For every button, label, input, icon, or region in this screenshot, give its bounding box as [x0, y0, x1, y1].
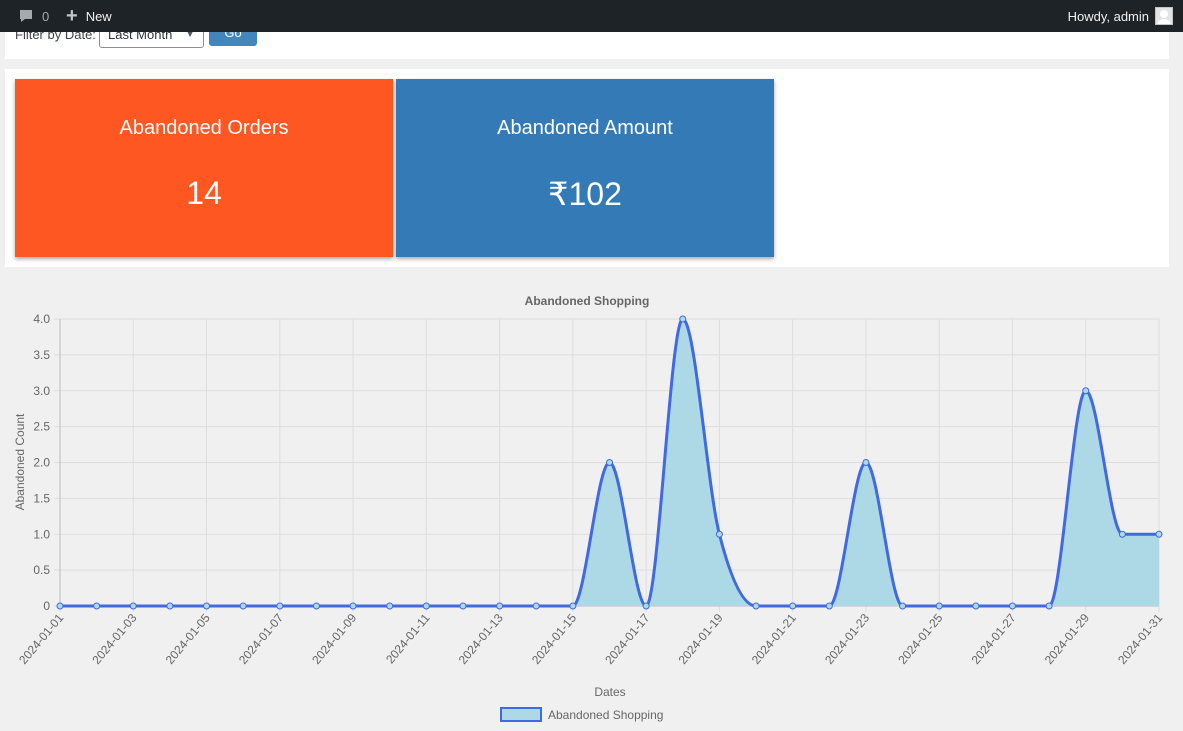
abandoned-orders-value: 14: [186, 175, 222, 211]
y-tick-label: 3.5: [33, 348, 50, 362]
data-point: [752, 602, 760, 610]
x-tick-label: 2024-01-09: [309, 611, 359, 667]
data-point: [422, 602, 430, 610]
data-point: [1155, 530, 1163, 538]
data-point: [239, 602, 247, 610]
data-point: [1082, 387, 1090, 395]
data-point: [862, 459, 870, 466]
x-tick-label: 2024-01-25: [895, 611, 945, 667]
y-tick-label: 2.0: [33, 456, 50, 470]
chevron-down-icon: ▼: [185, 28, 195, 40]
chart-svg: 0 0.5 1.0 1.5 2.0 2.5 3.0 3.5 4.0 2024-01-01 2024-…: [13, 294, 1166, 722]
y-tick-label: 2.5: [33, 420, 50, 434]
y-tick-label: 1.0: [33, 527, 50, 541]
abandoned-amount-title: Abandoned Amount: [497, 117, 673, 139]
x-tick-label: 2024-01-21: [749, 611, 799, 667]
data-point: [203, 602, 211, 610]
data-point: [789, 602, 797, 610]
y-tick-label: 3.0: [33, 384, 50, 398]
data-point: [972, 602, 980, 610]
data-point: [93, 602, 101, 610]
x-tick-label: 2024-01-17: [602, 611, 652, 667]
data-point: [312, 602, 320, 610]
data-point: [129, 602, 137, 610]
data-point: [569, 602, 577, 610]
data-point: [386, 602, 394, 610]
data-point: [1045, 602, 1053, 610]
new-label: New: [85, 8, 112, 24]
chart-title: Abandoned Shopping: [525, 294, 650, 308]
x-tick-label: 2024-01-05: [163, 611, 213, 667]
avatar-icon: [1155, 7, 1173, 25]
y-tick-label: 0: [43, 599, 50, 613]
data-point: [679, 315, 687, 323]
admin-bar: 0 + New Howdy, admin: [0, 0, 1183, 32]
data-point: [606, 459, 613, 466]
abandoned-amount-value: ₹102: [548, 176, 622, 212]
y-tick-label: 0.5: [33, 563, 50, 577]
x-tick-label: 2024-01-23: [822, 611, 872, 667]
legend-swatch[interactable]: [500, 707, 542, 722]
abandoned-amount-card: Abandoned Amount ₹102: [396, 79, 774, 257]
data-point: [532, 602, 540, 610]
data-point: [166, 602, 174, 610]
x-tick-label: 2024-01-27: [969, 611, 1019, 667]
data-point: [935, 602, 943, 610]
x-tick-label: 2024-01-29: [1042, 611, 1092, 667]
new-content-menu[interactable]: + New: [66, 0, 112, 32]
x-tick-label: 2024-01-13: [456, 611, 506, 667]
x-tick-label: 2024-01-01: [16, 611, 66, 667]
data-point: [1008, 602, 1016, 610]
abandoned-orders-title: Abandoned Orders: [119, 117, 289, 139]
x-tick-label: 2024-01-19: [676, 611, 726, 667]
data-point: [496, 602, 504, 610]
howdy-text: Howdy, admin: [1067, 8, 1149, 24]
account-menu[interactable]: Howdy, admin: [1068, 0, 1173, 32]
comments-menu[interactable]: 0: [18, 0, 49, 32]
data-point: [276, 602, 284, 610]
data-point: [1118, 530, 1126, 538]
y-tick-label: 4.0: [33, 312, 50, 326]
data-point: [642, 602, 650, 610]
abandoned-shopping-chart: 0 0.5 1.0 1.5 2.0 2.5 3.0 3.5 4.0 2024-01-01 2024-…: [0, 285, 1183, 731]
data-point: [825, 602, 833, 610]
x-tick-label: 2024-01-15: [529, 611, 579, 667]
data-point: [459, 602, 467, 610]
abandoned-orders-card: Abandoned Orders 14: [15, 79, 393, 257]
data-point: [899, 602, 907, 610]
x-axis-label: Dates: [594, 685, 625, 699]
y-tick-label: 1.5: [33, 491, 50, 505]
x-tick-label: 2024-01-31: [1115, 611, 1165, 667]
stats-panel: Abandoned Orders 14 Abandoned Amount ₹10…: [5, 69, 1169, 267]
data-point: [715, 530, 723, 538]
x-tick-label: 2024-01-07: [236, 611, 286, 667]
legend-label[interactable]: Abandoned Shopping: [548, 708, 663, 722]
x-tick-label: 2024-01-11: [383, 611, 433, 667]
speech-bubble-icon: [20, 10, 32, 22]
plus-icon: +: [66, 5, 78, 27]
x-tick-label: 2024-01-03: [89, 611, 139, 667]
y-axis-label: Abandoned Count: [13, 413, 27, 510]
comment-count: 0: [42, 8, 50, 24]
data-point: [349, 602, 357, 610]
data-point: [56, 602, 64, 610]
